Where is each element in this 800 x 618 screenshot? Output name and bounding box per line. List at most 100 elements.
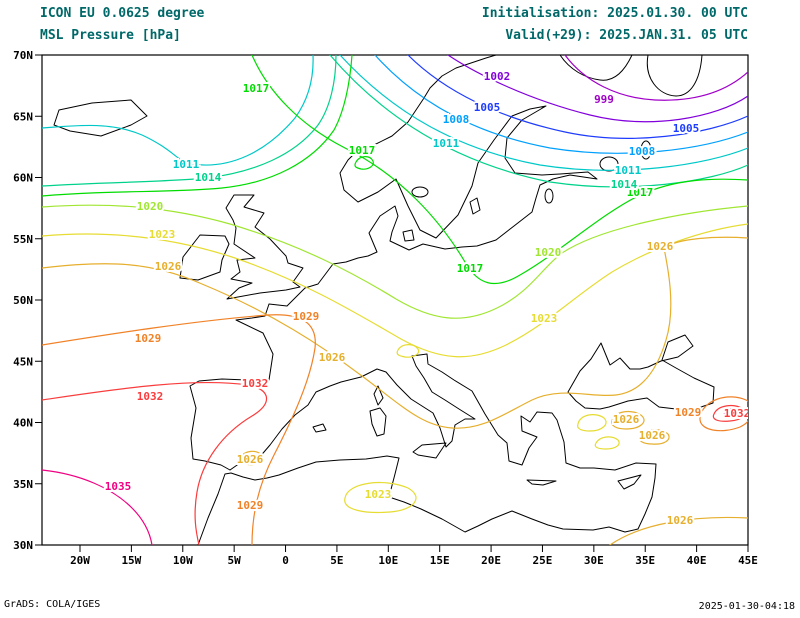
lon-label: 20E — [481, 554, 501, 567]
coastline-white-sea — [646, 55, 703, 97]
island-corsica — [373, 385, 384, 406]
contour-label: 1020 — [137, 200, 164, 213]
isobar-1026-main — [42, 236, 748, 429]
contour-label: 1017 — [243, 82, 270, 95]
island-cyprus — [617, 474, 642, 490]
lon-label: 15E — [430, 554, 450, 567]
contour-label: 1014 — [195, 171, 222, 184]
map-frame — [41, 54, 749, 546]
lon-label: 10E — [378, 554, 398, 567]
contour-label: 1017 — [457, 262, 484, 275]
island-great-britain — [225, 194, 304, 300]
lon-label: 10W — [173, 554, 193, 567]
isobar-1011-east — [339, 55, 748, 171]
coastline-black-sea — [567, 334, 715, 411]
isobars — [42, 55, 748, 545]
field-title: MSL Pressure [hPa] — [40, 28, 181, 43]
contour-label: 1029 — [237, 499, 264, 512]
contour-label: 1026 — [237, 453, 264, 466]
plot-timestamp: 2025-01-30-04:18 — [698, 601, 795, 612]
axis-ticks — [35, 54, 749, 552]
contour-label: 1026 — [613, 413, 640, 426]
island-iceland — [53, 99, 148, 137]
island-mallorca — [312, 423, 327, 433]
island-ireland — [179, 234, 230, 281]
lake-vanern — [411, 186, 429, 198]
lat-label: 45N — [13, 355, 33, 368]
contour-label: 1011 — [433, 137, 460, 150]
isobar-1023-anatolia-loop-b — [594, 436, 620, 450]
contour-label: 1023 — [149, 228, 176, 241]
contour-label: 999 — [594, 93, 614, 106]
isobar-1002 — [447, 55, 748, 123]
coastline-mediterranean-north — [229, 353, 657, 530]
isobar-1026-southeast — [609, 516, 748, 545]
model-title: ICON EU 0.0625 degree — [40, 6, 205, 21]
lon-label: 35E — [635, 554, 655, 567]
valid-time-label: Valid(+29): 2025.JAN.31. 05 UTC — [505, 28, 748, 43]
contour-label: 1008 — [629, 145, 656, 158]
contour-label: 1011 — [615, 164, 642, 177]
lon-label: 5E — [330, 554, 343, 567]
contour-label: 1026 — [155, 260, 182, 273]
isobar-1011-atlantic — [42, 55, 314, 166]
isobar-1017-trough — [251, 55, 748, 285]
isobar-1017-atlantic — [42, 55, 353, 197]
contour-label: 1002 — [484, 70, 511, 83]
isobar-1014-east — [329, 55, 748, 188]
isobar-1005 — [407, 55, 748, 139]
isobar-caucasus-center — [723, 407, 733, 417]
contour-label: 1017 — [349, 144, 376, 157]
contour-label: 1032 — [724, 407, 751, 420]
contour-labels: 1017 1017 1017 1017 1002 999 1005 1005 1008 1008 1… — [103, 68, 751, 529]
contour-label: 1032 — [242, 377, 269, 390]
contour-label: 1035 — [105, 480, 132, 493]
contour-label: 1029 — [675, 406, 702, 419]
lon-label: 15W — [121, 554, 141, 567]
isobar-1014-atlantic — [42, 55, 337, 187]
contour-label: 1026 — [647, 240, 674, 253]
contour-label: 1014 — [611, 178, 638, 191]
isobar-1023-anatolia-loop-a — [577, 414, 607, 432]
isobar-1026-atlas-loop — [238, 450, 264, 466]
island-crete — [526, 479, 557, 486]
lat-label: 70N — [13, 49, 33, 62]
isobar-1020 — [42, 204, 748, 319]
isobar-1008 — [374, 55, 748, 154]
lat-label: 40N — [13, 417, 33, 430]
isobar-1029-caucasus-loop — [699, 396, 748, 432]
contour-label: 1029 — [135, 332, 162, 345]
lon-label: 40E — [687, 554, 707, 567]
axis-labels: 70N 65N 60N 55N 50N 45N 40N 35N 30N 20W 15W 10W 5W 0 5… — [13, 49, 758, 567]
isobar-1032-tongue — [42, 381, 268, 545]
isobar-1026-anatolia-loop-b — [638, 429, 670, 445]
isobar-1026-anatolia-loop-a — [611, 410, 645, 430]
coastlines — [53, 55, 715, 545]
lon-label: 45E — [738, 554, 758, 567]
coastline-north-africa — [197, 455, 639, 545]
lat-label: 65N — [13, 110, 33, 123]
lon-label: 5W — [228, 554, 242, 567]
contour-label: 1026 — [319, 351, 346, 364]
isobar-1029-ridge — [42, 314, 316, 545]
isobar-1023-libya-loop — [344, 481, 417, 514]
isobar-1035-high — [42, 469, 153, 545]
lat-label: 60N — [13, 172, 33, 185]
island-sicily — [412, 442, 447, 459]
contour-label: 1032 — [137, 390, 164, 403]
coastline-continental-europe — [189, 55, 598, 471]
contour-label: 1026 — [667, 514, 694, 527]
contour-label: 1008 — [443, 113, 470, 126]
isobar-999 — [564, 55, 748, 101]
isobar-1023-alps-loop — [396, 344, 420, 358]
lake-ladoga — [599, 156, 619, 172]
contour-label: 1029 — [293, 310, 320, 323]
init-time-label: Initialisation: 2025.01.30. 00 UTC — [481, 6, 748, 21]
lake-peipus — [544, 188, 554, 204]
coastline-kola — [559, 55, 633, 81]
island-gotland — [469, 197, 481, 215]
lon-label: 0 — [282, 554, 289, 567]
grads-credit: GrADS: COLA/IGES — [4, 599, 101, 610]
